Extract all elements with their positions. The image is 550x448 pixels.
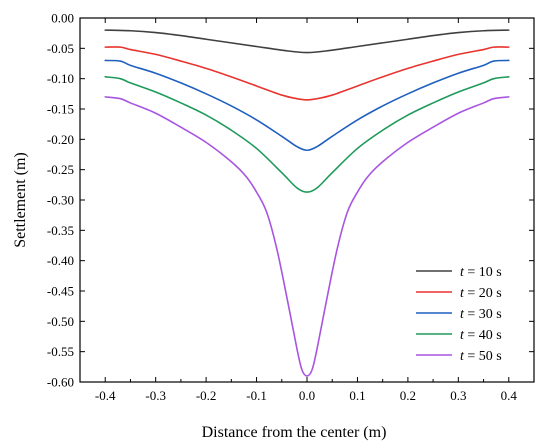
y-tick-label: -0.45 [47, 284, 74, 299]
series-line-1 [104, 29, 510, 54]
y-tick-label: -0.05 [47, 41, 74, 56]
x-tick-label: -0.2 [196, 388, 217, 403]
series-line-3 [104, 59, 510, 152]
x-tick-label: 0.1 [349, 388, 365, 403]
legend: t = 10 s t = 20 s t = 30 s t = 40 s t = 50 s [416, 265, 502, 364]
x-tick-label: -0.4 [95, 388, 116, 403]
x-tick-label: 0.4 [501, 388, 518, 403]
x-axis-title: Distance from the center (m) [202, 424, 387, 441]
y-tick-label: -0.20 [47, 132, 74, 147]
y-axis-title: Settlement (m) [12, 152, 29, 248]
series-line-5 [104, 96, 510, 377]
series-line-2 [104, 46, 510, 101]
legend-label: t = 40 s [460, 328, 502, 343]
legend-label: t = 10 s [460, 265, 502, 280]
legend-label: t = 50 s [460, 349, 502, 364]
y-tick-label: -0.40 [47, 253, 74, 268]
y-tick-label: -0.50 [47, 314, 74, 329]
y-tick-label: -0.25 [47, 162, 74, 177]
y-tick-label: -0.35 [47, 223, 74, 238]
series-lines [104, 29, 510, 377]
legend-label: t = 30 s [460, 307, 502, 322]
x-tick-label: -0.3 [145, 388, 166, 403]
y-tick-label: -0.30 [47, 193, 74, 208]
y-tick-label: -0.10 [47, 71, 74, 86]
series-line-4 [104, 76, 510, 193]
x-tick-label: 0.0 [299, 388, 315, 403]
x-tick-label: 0.3 [450, 388, 466, 403]
y-tick-label: -0.60 [47, 375, 74, 390]
x-tick-label: 0.2 [400, 388, 416, 403]
y-tick-label: -0.15 [47, 102, 74, 117]
legend-label: t = 20 s [460, 286, 502, 301]
axes: -0.4 -0.3 -0.2 -0.1 0.0 0.1 0.2 0.3 0.4 0.00 -0.05… [47, 11, 535, 403]
x-tick-label: -0.1 [246, 388, 267, 403]
y-tick-label: 0.00 [51, 11, 74, 26]
y-tick-label: -0.55 [47, 344, 74, 359]
